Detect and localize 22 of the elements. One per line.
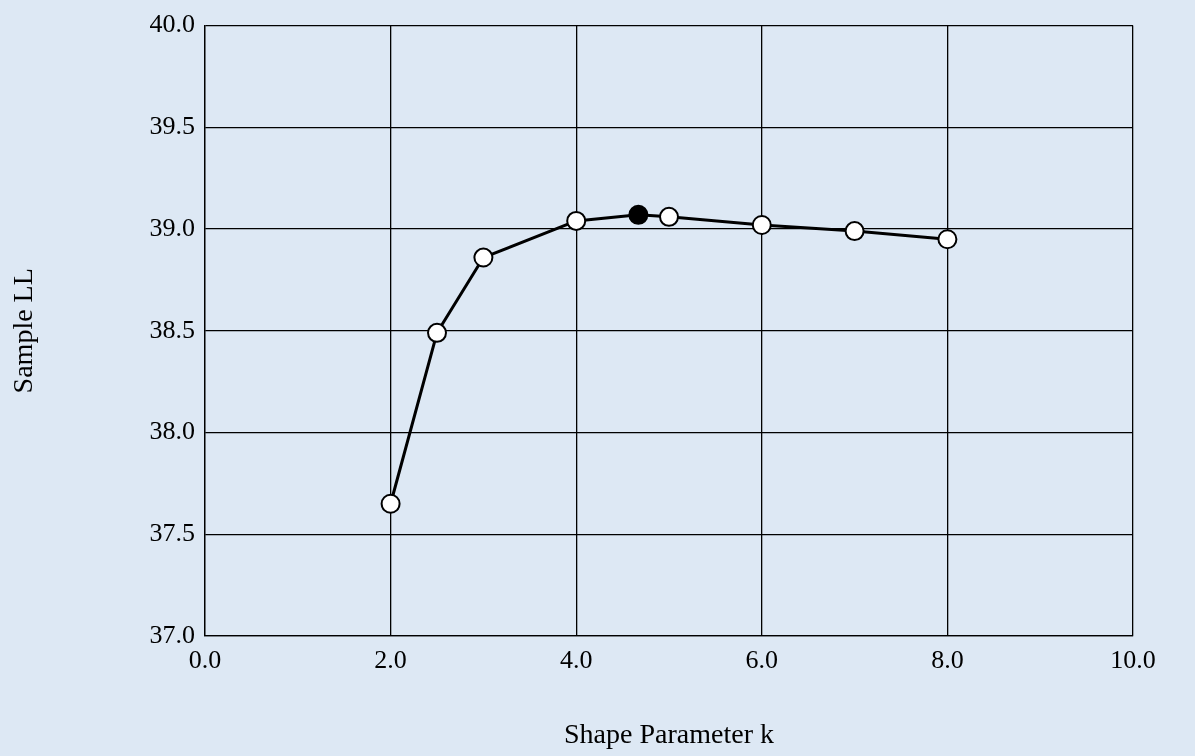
x-tick-label: 2.0 — [374, 645, 407, 675]
y-tick-label: 38.5 — [149, 314, 195, 344]
x-tick-label: 8.0 — [931, 645, 964, 675]
y-tick-label: 40.0 — [149, 9, 195, 39]
point — [427, 322, 447, 343]
point — [380, 493, 401, 514]
y-tick-label: 38.0 — [149, 416, 195, 446]
point — [659, 206, 679, 227]
y-tick-label: 39.0 — [149, 212, 195, 242]
point — [566, 210, 587, 231]
y-tick-label: 39.5 — [149, 111, 195, 141]
x-tick-label: 10.0 — [1110, 645, 1156, 675]
point — [937, 229, 958, 250]
point — [473, 247, 494, 268]
x-tick-label: 4.0 — [559, 645, 593, 675]
point — [751, 215, 772, 235]
point — [844, 221, 865, 242]
x-tick-label: 6.0 — [745, 645, 779, 675]
y-tick-label: 37.5 — [149, 518, 195, 548]
point — [628, 204, 649, 225]
x-axis-title: Shape Parameter k — [564, 717, 774, 749]
y-axis-title: Sample LL — [7, 268, 39, 394]
